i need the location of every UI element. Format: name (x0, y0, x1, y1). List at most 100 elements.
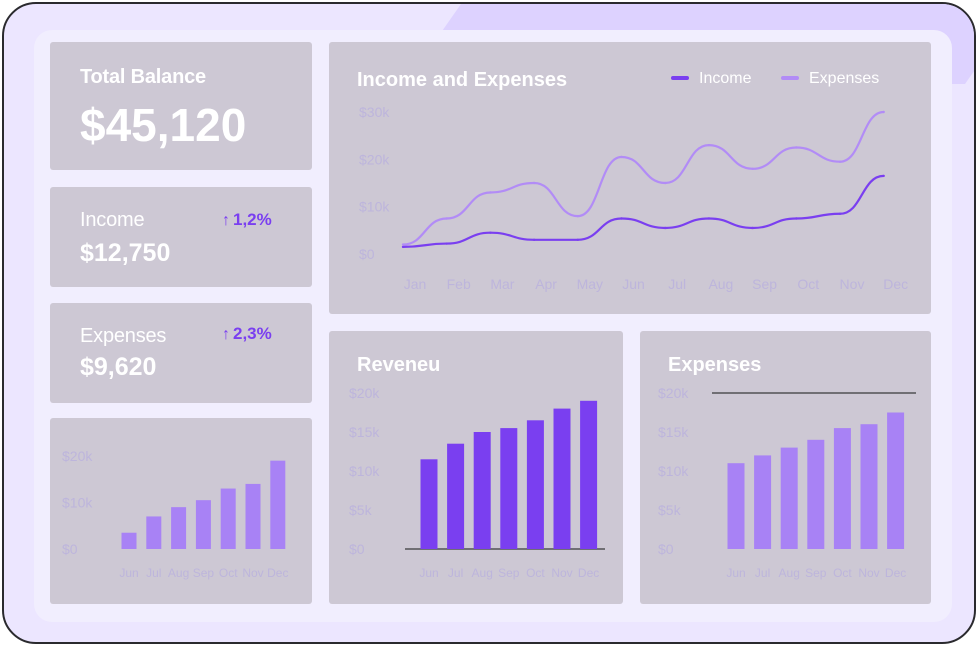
y-tick-label: $10k (349, 463, 380, 479)
expenses-line-point (620, 155, 623, 159)
bar (580, 400, 598, 549)
y-tick-label: $15k (349, 424, 380, 440)
x-tick-label: Nov (242, 566, 263, 580)
bar (473, 432, 491, 549)
y-tick-label: $5k (658, 502, 682, 518)
x-tick-label: Jul (668, 276, 686, 292)
bar (727, 463, 745, 549)
income-line-point (707, 217, 711, 220)
x-tick-label: Nov (551, 566, 572, 580)
revenue-card[interactable]: Reveneu $20k $15k $10k $5k $0 Jun Jul Aug Sep Oct N… (329, 331, 623, 604)
revenue-chart: Reveneu $20k $15k $10k $5k $0 Jun Jul Aug Sep Oct N… (349, 354, 605, 580)
expenses-line-point (445, 217, 448, 220)
income-expenses-card[interactable]: Income and Expenses $30k $20k $10k $0 Jan Feb M… (329, 42, 931, 314)
expenses-value: $9,620 (80, 353, 157, 381)
bar (447, 443, 465, 549)
y-tick-label: $10k (359, 199, 390, 215)
legend-swatch (671, 76, 689, 80)
bar (245, 483, 261, 549)
expenses-line-point (489, 191, 492, 194)
x-tick-label: Jul (146, 566, 161, 580)
total-balance-card[interactable]: Total Balance $45,120 (50, 42, 312, 170)
income-line-point (882, 174, 885, 178)
chart-title: Expenses (668, 354, 761, 376)
x-tick-label: Jun (419, 566, 438, 580)
income-expenses-chart: Income and Expenses $30k $20k $10k $0 Jan Feb M… (357, 69, 908, 292)
x-tick-label: Jan (404, 276, 427, 292)
expenses-line (402, 110, 884, 246)
bar (195, 500, 211, 549)
x-tick-label: Dec (578, 566, 599, 580)
chart-title: Income and Expenses (357, 69, 567, 91)
legend-label: Income (699, 70, 752, 87)
income-trend: ↑ 1,2% (222, 210, 272, 230)
y-tick-label: $5k (349, 502, 373, 518)
x-tick-label: Sep (498, 566, 520, 580)
bar (754, 455, 772, 549)
y-tick-label: $10k (62, 495, 93, 511)
income-line-point (620, 217, 623, 220)
income-line-point (751, 226, 754, 230)
bar (270, 460, 286, 549)
x-tick-label: Aug (472, 566, 493, 580)
x-tick-label: Oct (797, 276, 819, 292)
bar (526, 420, 544, 549)
x-tick-label: Feb (447, 276, 471, 292)
expenses-trend: ↑ 2,3% (222, 324, 272, 344)
total-balance-value: $45,120 (80, 99, 247, 151)
x-tick-label: Dec (267, 566, 288, 580)
expenses-card[interactable]: Expenses $9,620 ↑ 2,3% (50, 303, 312, 403)
x-tick-label: Oct (833, 566, 852, 580)
bar (553, 408, 571, 549)
expenses-line-point (532, 181, 536, 185)
income-card[interactable]: Income $12,750 ↑ 1,2% (50, 187, 312, 287)
bar (500, 428, 518, 549)
expenses-line-point (795, 146, 798, 149)
x-tick-label: Nov (840, 276, 865, 292)
x-tick-label: Sep (805, 566, 827, 580)
bar (860, 424, 878, 549)
y-tick-label: $0 (62, 541, 78, 557)
x-tick-label: Oct (526, 566, 545, 580)
x-tick-label: Jun (622, 276, 645, 292)
income-value: $12,750 (80, 239, 171, 267)
y-tick-label: $20k (62, 448, 93, 464)
y-tick-label: $0 (359, 246, 375, 262)
expenses-line-point (576, 214, 579, 218)
income-label: Income (80, 209, 145, 231)
x-tick-label: Sep (193, 566, 215, 580)
bar (780, 447, 798, 549)
bar (807, 439, 825, 549)
legend-swatch (781, 76, 799, 80)
bar (420, 459, 438, 549)
income-line-point (489, 231, 492, 234)
x-tick-label: Apr (535, 276, 557, 292)
legend-label: Expenses (809, 70, 879, 87)
x-tick-label: Aug (779, 566, 800, 580)
expenses-line-point (751, 167, 754, 170)
x-tick-label: Aug (708, 276, 733, 292)
x-tick-label: Jul (448, 566, 463, 580)
income-line-point (576, 238, 579, 241)
chart-title: Reveneu (357, 354, 440, 376)
expenses-line-point (664, 181, 667, 185)
small-bar-chart-card[interactable]: $20k $10k $0 Jun Jul Aug Sep Oct Nov Dec (50, 418, 312, 604)
y-tick-label: $20k (349, 385, 380, 401)
y-tick-label: $10k (658, 463, 689, 479)
income-line-point (445, 242, 448, 245)
bar (887, 412, 905, 549)
expenses-line-point (838, 160, 842, 163)
bar (146, 516, 162, 549)
expenses-chart: Expenses $20k $15k $10k $5k $0 Jun Jul Aug Sep Oct… (658, 354, 916, 580)
bar (171, 507, 187, 549)
income-line-point (532, 238, 536, 241)
y-tick-label: $15k (658, 424, 689, 440)
expenses-label: Expenses (80, 325, 167, 347)
x-tick-label: Jun (726, 566, 745, 580)
x-tick-label: Mar (490, 276, 514, 292)
expenses-chart-card[interactable]: Expenses $20k $15k $10k $5k $0 Jun Jul Aug Sep Oct… (640, 331, 931, 604)
x-tick-label: Jun (119, 566, 138, 580)
y-tick-label: $30k (359, 104, 390, 120)
x-tick-label: May (577, 276, 603, 292)
